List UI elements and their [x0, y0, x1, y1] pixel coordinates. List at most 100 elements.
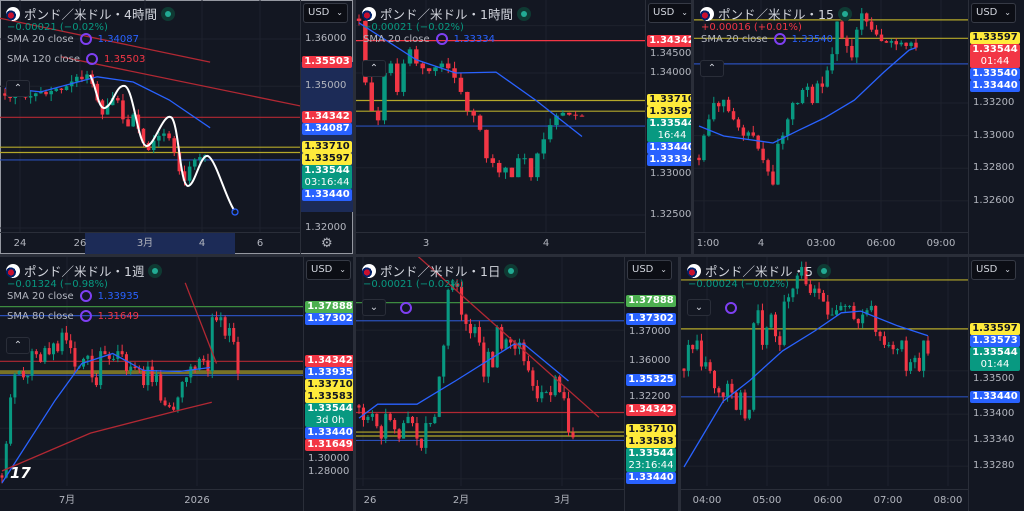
chart-panel[interactable]: ポンド／米ドル・1日 −0.00021 (−0.02%) ⌄ 1.37888 1.373…: [356, 257, 678, 511]
candle-body: [120, 351, 124, 355]
collapse-legend-button[interactable]: ⌃: [362, 60, 386, 77]
expand-legend-button[interactable]: ⌄: [687, 299, 711, 316]
symbol-title[interactable]: ポンド／米ドル・15: [700, 4, 852, 23]
chart-panel[interactable]: ポンド／米ドル・4時間 −0.00021 (−0.02%) SMA 20 close…: [0, 0, 353, 254]
price-chart[interactable]: [694, 0, 968, 232]
sma-line: [358, 343, 569, 419]
collapse-legend-button[interactable]: ⌃: [6, 337, 30, 354]
candle-body: [388, 413, 392, 420]
price-axis[interactable]: 1.34342 1.33710 1.33597 1.33544 16:44 1.33440…: [645, 0, 691, 254]
candle-body: [861, 314, 865, 324]
currency-select[interactable]: USD ⌄: [306, 260, 351, 280]
currency-select[interactable]: USD ⌄: [648, 3, 691, 23]
price-axis[interactable]: 1.37888 1.37302 1.35325 1.34342 1.33710 1.335…: [624, 257, 678, 511]
expand-legend-button[interactable]: ⌄: [362, 299, 386, 316]
candle-body: [848, 305, 852, 307]
chart-panel[interactable]: ポンド／米ドル・1週 −0.01324 (−0.98%) SMA 20 close 1…: [0, 257, 353, 511]
indicator-loading-icon: [79, 290, 92, 302]
price-tick: 1.32000: [305, 221, 347, 233]
tradingview-logo[interactable]: 17: [10, 464, 31, 482]
currency-select[interactable]: USD ⌄: [303, 3, 348, 23]
currency-select[interactable]: USD ⌄: [627, 260, 672, 280]
price-label-value: 1.33544: [649, 118, 691, 130]
currency-select[interactable]: USD ⌄: [971, 260, 1016, 280]
symbol-title[interactable]: ポンド／米ドル・4時間: [6, 4, 175, 23]
price-chart[interactable]: [356, 0, 645, 232]
candle-body: [509, 167, 515, 178]
price-axis[interactable]: 1.33597 1.33573 1.33544 01:44 1.33440 1.33500…: [968, 257, 1024, 511]
candle-body: [90, 355, 94, 378]
time-axis[interactable]: 1:00 4 03:00 06:00 09:00: [694, 232, 968, 254]
price-label: 1.31649: [305, 439, 353, 452]
candle-body: [751, 132, 755, 136]
candle-body: [695, 340, 699, 350]
indicator-legend[interactable]: SMA 20 close 1.33540: [701, 33, 833, 45]
chart-panel[interactable]: ポンド／米ドル・15 +0.00016 (+0.01%) SMA 20 close 1…: [694, 0, 1024, 254]
price-change: +0.00016 (+0.01%): [701, 22, 802, 33]
time-axis[interactable]: 7月 2026: [0, 489, 303, 511]
candle-body: [926, 340, 930, 354]
indicator-loading-icon: [79, 33, 92, 45]
candle-body: [142, 369, 146, 386]
price-chart[interactable]: [681, 257, 968, 486]
candle-body: [904, 42, 908, 46]
price-chart[interactable]: [356, 257, 624, 486]
price-label: 1.33544 3d 0h: [305, 403, 353, 428]
indicator-legend[interactable]: SMA 80 close 1.31649: [7, 310, 139, 322]
indicator-legend[interactable]: SMA 20 close 1.33935: [7, 290, 139, 302]
countdown: 3d 0h: [315, 415, 345, 427]
settings-gear-icon[interactable]: ⚙: [321, 236, 333, 251]
time-axis[interactable]: 26 2月 3月: [356, 489, 624, 511]
candle-body: [464, 314, 468, 324]
symbol-title[interactable]: ポンド／米ドル・1時間: [362, 4, 531, 23]
price-chart[interactable]: [0, 0, 300, 232]
candle-body: [815, 83, 820, 104]
collapse-legend-button[interactable]: ⌃: [6, 80, 30, 97]
countdown: 03:16:44: [304, 177, 350, 189]
price-chart[interactable]: [0, 257, 303, 486]
candle-body: [47, 348, 51, 355]
price-label-value: 1.33440: [649, 142, 691, 154]
candle-body: [468, 323, 473, 334]
indicator-value: 1.33334: [453, 33, 496, 45]
price-axis[interactable]: 1.33597 1.33544 01:44 1.33540 1.33440 1.33200…: [968, 0, 1024, 254]
candle-body: [879, 34, 884, 42]
candle-body: [771, 171, 775, 185]
time-axis[interactable]: 04:00 05:00 06:00 07:00 08:00: [681, 489, 968, 511]
indicator-legend[interactable]: SMA 120 close 1.35503: [7, 53, 145, 65]
price-axis[interactable]: 1.37888 1.37302 1.34342 1.33935 1.33710 1.335…: [303, 257, 353, 511]
symbol-title-text: ポンド／米ドル・1時間: [380, 7, 513, 22]
trend-line: [1, 401, 212, 472]
price-label: 1.33440: [970, 80, 1020, 93]
candle-body: [51, 343, 55, 355]
candle-body: [356, 18, 362, 21]
currency-select[interactable]: USD ⌄: [971, 3, 1016, 23]
indicator-legend[interactable]: SMA 20 close 1.33334: [363, 33, 495, 45]
candle-body: [80, 76, 84, 80]
candle-body: [232, 328, 236, 342]
candle-body: [154, 374, 158, 383]
price-label-value: 1.33544: [307, 403, 353, 415]
time-axis[interactable]: 24 26 3月 4 6: [0, 232, 300, 254]
candle-body: [227, 328, 231, 336]
price-axis[interactable]: 1.35503 1.34342 1.34087 1.33710 1.33597 1.335…: [300, 0, 353, 254]
symbol-title[interactable]: ポンド／米ドル・5: [687, 261, 831, 280]
symbol-title[interactable]: ポンド／米ドル・1週: [6, 261, 163, 280]
candle-body: [726, 99, 731, 112]
candle-body: [900, 340, 904, 350]
candle-body: [64, 332, 68, 341]
forecast-path: [89, 74, 235, 211]
candle-body: [219, 317, 223, 321]
price-label-value: 1.33710: [304, 141, 350, 153]
indicator-legend[interactable]: SMA 20 close 1.34087: [7, 33, 139, 45]
price-label-value: 1.33440: [304, 189, 350, 201]
chart-panel[interactable]: ポンド／米ドル・5 −0.00024 (−0.02%) ⌄ 1.33597 1.3357…: [681, 257, 1024, 511]
candle-body: [419, 438, 423, 448]
price-tick: 1.34500: [650, 47, 691, 59]
symbol-title[interactable]: ポンド／米ドル・1日: [362, 261, 519, 280]
candle-body: [397, 429, 401, 439]
price-label-value: 1.33710: [307, 379, 353, 391]
chart-panel[interactable]: ポンド／米ドル・1時間 −0.00021 (−0.02%) SMA 20 close…: [356, 0, 691, 254]
collapse-legend-button[interactable]: ⌃: [700, 60, 724, 77]
